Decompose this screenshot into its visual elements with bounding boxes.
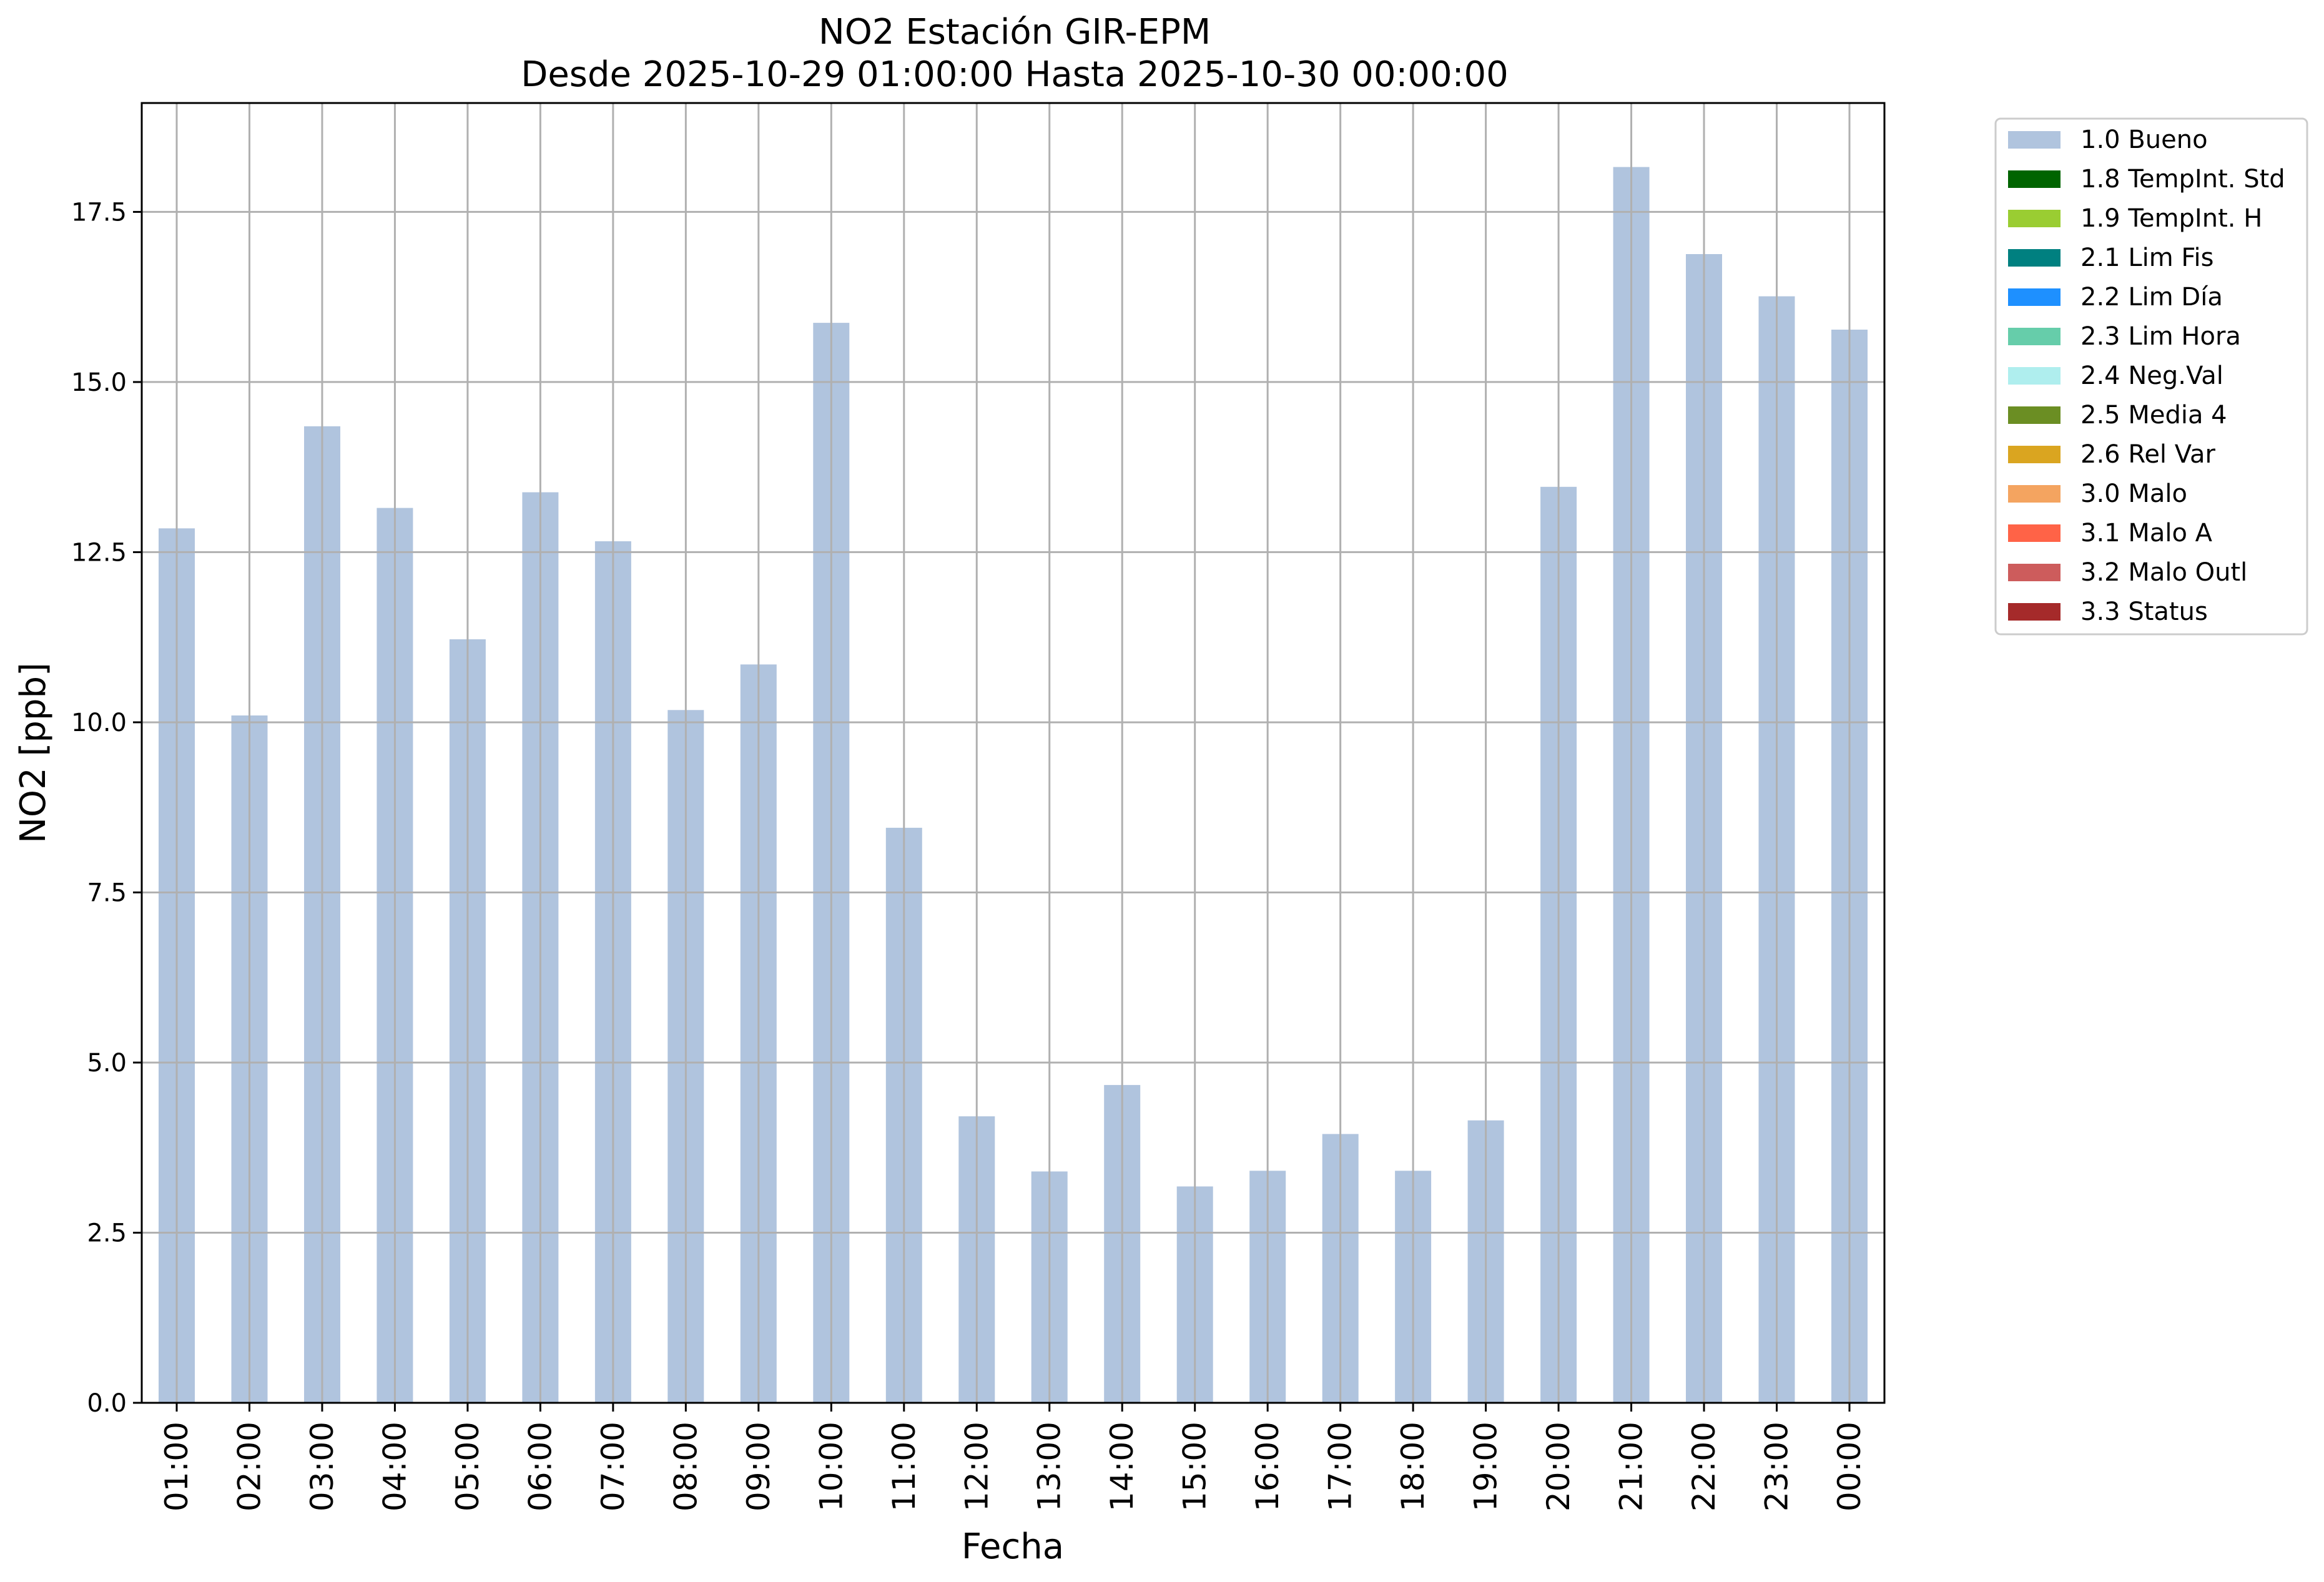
x-tick-label: 21:00 — [1613, 1422, 1650, 1511]
legend-swatch — [2008, 485, 2061, 503]
x-tick-label: 09:00 — [741, 1422, 777, 1511]
legend-swatch — [2008, 406, 2061, 424]
y-tick-label: 2.5 — [87, 1219, 127, 1247]
y-tick-label: 17.5 — [71, 198, 127, 227]
x-tick-label: 22:00 — [1686, 1422, 1722, 1511]
x-tick-label: 11:00 — [886, 1422, 922, 1511]
legend-swatch — [2008, 564, 2061, 581]
x-tick-label: 13:00 — [1032, 1422, 1068, 1511]
chart-title: NO2 Estación GIR-EPM — [819, 12, 1211, 52]
x-tick-label: 14:00 — [1104, 1422, 1140, 1511]
legend-label: 2.3 Lim Hora — [2080, 322, 2241, 351]
x-tick-label: 06:00 — [522, 1422, 558, 1511]
bar-series — [159, 167, 1868, 1403]
legend-swatch — [2008, 249, 2061, 267]
legend-label: 2.4 Neg.Val — [2080, 361, 2223, 390]
x-tick-label: 15:00 — [1177, 1422, 1213, 1511]
x-tick-label: 16:00 — [1249, 1422, 1286, 1511]
legend: 1.0 Bueno 1.8 TempInt. Std 1.9 TempInt. H 2… — [1994, 117, 2308, 636]
y-tick-label: 0.0 — [87, 1389, 127, 1418]
x-tick-label: 19:00 — [1468, 1422, 1504, 1511]
legend-label: 3.0 Malo — [2080, 479, 2187, 508]
y-tick-label: 7.5 — [87, 878, 127, 907]
legend-swatch — [2008, 288, 2061, 306]
legend-swatch — [2008, 524, 2061, 542]
chart-subtitle: Desde 2025-10-29 01:00:00 Hasta 2025-10-… — [521, 54, 1509, 95]
y-tick-label: 5.0 — [87, 1049, 127, 1078]
legend-frame — [1994, 117, 2308, 636]
x-tick-label: 03:00 — [304, 1422, 340, 1511]
x-axis-label: Fecha — [962, 1526, 1064, 1567]
legend-label: 2.5 Media 4 — [2080, 401, 2227, 430]
y-tick-label: 12.5 — [71, 538, 127, 567]
x-tick-label: 00:00 — [1831, 1422, 1868, 1511]
legend-label: 3.1 Malo A — [2080, 519, 2213, 548]
legend-label: 1.0 Bueno — [2080, 125, 2208, 154]
x-tick-label: 18:00 — [1395, 1422, 1431, 1511]
legend-swatch — [2008, 446, 2061, 463]
legend-label: 2.6 Rel Var — [2080, 440, 2216, 469]
x-tick-label: 02:00 — [231, 1422, 267, 1511]
y-tick-label: 10.0 — [71, 709, 127, 737]
x-axis-ticks: 01:00 02:00 03:00 04:00 05:00 06:00 07:00 08:00… — [159, 1403, 1868, 1511]
legend-label: 2.1 Lim Fis — [2080, 243, 2213, 272]
grid-lines — [142, 103, 1884, 1404]
x-tick-label: 23:00 — [1759, 1422, 1795, 1511]
legend-swatch — [2008, 367, 2061, 385]
legend-swatch — [2008, 210, 2061, 227]
legend-label: 2.2 Lim Día — [2080, 283, 2223, 312]
plot-frame — [140, 102, 1886, 1404]
x-tick-label: 05:00 — [450, 1422, 486, 1511]
legend-swatch — [2008, 603, 2061, 621]
legend-label: 3.3 Status — [2080, 597, 2208, 626]
y-axis-label: NO2 [ppb] — [13, 662, 54, 843]
legend-label: 3.2 Malo Outl — [2080, 558, 2247, 587]
x-tick-label: 08:00 — [667, 1422, 704, 1511]
legend-swatch — [2008, 131, 2061, 149]
x-tick-label: 20:00 — [1540, 1422, 1577, 1511]
legend-swatch — [2008, 328, 2061, 345]
x-tick-label: 04:00 — [377, 1422, 413, 1511]
legend-label: 1.9 TempInt. H — [2080, 204, 2262, 233]
x-tick-label: 17:00 — [1322, 1422, 1359, 1511]
x-tick-label: 10:00 — [813, 1422, 849, 1511]
x-tick-label: 12:00 — [958, 1422, 995, 1511]
legend-label: 1.8 TempInt. Std — [2080, 165, 2285, 194]
legend-swatch — [2008, 170, 2061, 188]
y-axis-ticks: 0.0 2.5 5.0 7.5 10.0 12.5 15.0 17.5 — [71, 198, 142, 1418]
y-tick-label: 15.0 — [71, 368, 127, 397]
x-tick-label: 07:00 — [595, 1422, 631, 1511]
x-tick-label: 01:00 — [159, 1422, 195, 1511]
